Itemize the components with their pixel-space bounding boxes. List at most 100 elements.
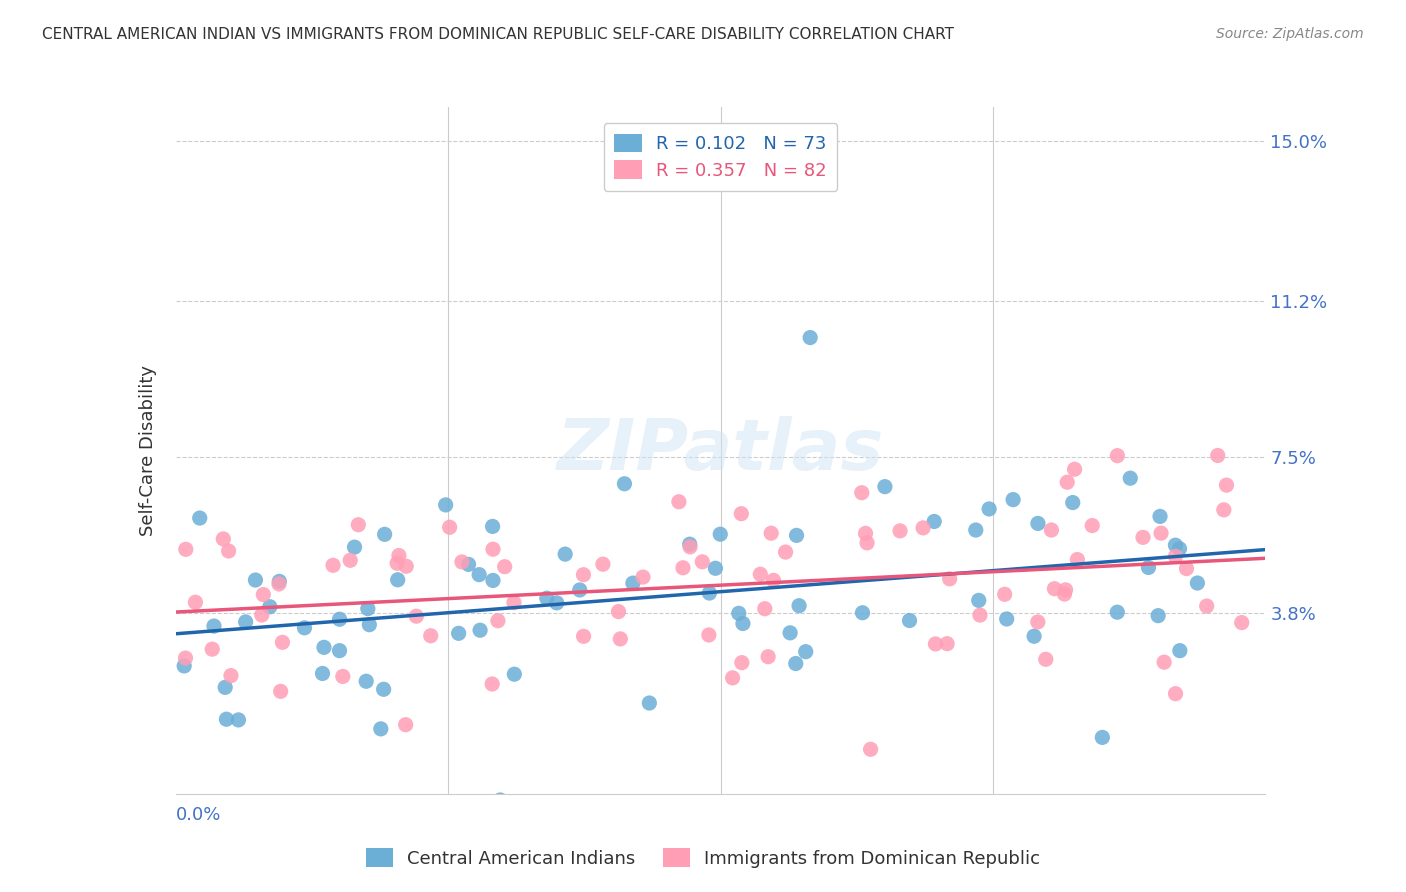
Point bbox=[994, 587, 1017, 601]
Text: ZIPatlas: ZIPatlas bbox=[557, 416, 884, 485]
Point bbox=[554, 547, 576, 561]
Point bbox=[794, 645, 817, 659]
Point bbox=[1187, 576, 1209, 591]
Point bbox=[756, 649, 779, 664]
Point bbox=[482, 574, 505, 588]
Point bbox=[311, 666, 333, 681]
Point bbox=[328, 643, 350, 657]
Point bbox=[1026, 615, 1049, 629]
Point bbox=[799, 330, 821, 344]
Point bbox=[759, 526, 782, 541]
Point bbox=[486, 614, 509, 628]
Point bbox=[727, 607, 749, 621]
Point bbox=[245, 573, 267, 587]
Point bbox=[995, 612, 1018, 626]
Point bbox=[174, 651, 197, 665]
Point bbox=[749, 567, 772, 582]
Point bbox=[218, 544, 240, 558]
Point bbox=[212, 532, 235, 546]
Point bbox=[889, 524, 911, 538]
Point bbox=[173, 659, 195, 673]
Point bbox=[188, 511, 211, 525]
Point bbox=[762, 574, 785, 588]
Point bbox=[898, 614, 921, 628]
Point bbox=[387, 573, 409, 587]
Point bbox=[969, 608, 991, 623]
Point bbox=[184, 595, 207, 609]
Point bbox=[967, 593, 990, 607]
Point bbox=[859, 742, 882, 756]
Point bbox=[699, 586, 721, 600]
Point bbox=[395, 559, 418, 574]
Point bbox=[359, 617, 381, 632]
Text: 0.0%: 0.0% bbox=[176, 806, 221, 824]
Point bbox=[357, 601, 380, 615]
Point bbox=[174, 542, 197, 557]
Point bbox=[405, 609, 427, 624]
Point bbox=[1206, 449, 1229, 463]
Point bbox=[1053, 587, 1076, 601]
Point bbox=[451, 555, 474, 569]
Point bbox=[731, 616, 754, 631]
Point bbox=[754, 601, 776, 615]
Point bbox=[1175, 561, 1198, 575]
Point bbox=[668, 495, 690, 509]
Point bbox=[1215, 478, 1237, 492]
Point bbox=[215, 712, 238, 726]
Point bbox=[1230, 615, 1253, 630]
Point bbox=[922, 515, 945, 529]
Point bbox=[373, 682, 395, 697]
Point bbox=[1164, 687, 1187, 701]
Point bbox=[924, 637, 946, 651]
Text: CENTRAL AMERICAN INDIAN VS IMMIGRANTS FROM DOMINICAN REPUBLIC SELF-CARE DISABILI: CENTRAL AMERICAN INDIAN VS IMMIGRANTS FR… bbox=[42, 27, 955, 42]
Point bbox=[936, 637, 959, 651]
Point bbox=[855, 526, 877, 541]
Point bbox=[873, 480, 896, 494]
Point bbox=[214, 681, 236, 695]
Point bbox=[354, 674, 377, 689]
Point bbox=[692, 555, 714, 569]
Point bbox=[631, 570, 654, 584]
Point bbox=[965, 523, 987, 537]
Point bbox=[672, 561, 695, 575]
Point bbox=[1062, 495, 1084, 509]
Point bbox=[851, 485, 873, 500]
Point bbox=[1153, 655, 1175, 669]
Point bbox=[374, 527, 396, 541]
Point bbox=[332, 669, 354, 683]
Point bbox=[503, 596, 526, 610]
Point bbox=[704, 561, 727, 575]
Point bbox=[322, 558, 344, 573]
Point bbox=[1168, 541, 1191, 556]
Point bbox=[1119, 471, 1142, 485]
Point bbox=[1022, 629, 1045, 643]
Point bbox=[979, 502, 1001, 516]
Point bbox=[370, 722, 392, 736]
Point bbox=[572, 629, 595, 643]
Legend: Central American Indians, Immigrants from Dominican Republic: Central American Indians, Immigrants fro… bbox=[354, 838, 1052, 879]
Point bbox=[1147, 608, 1170, 623]
Point bbox=[388, 549, 411, 563]
Point bbox=[468, 624, 491, 638]
Point bbox=[613, 476, 636, 491]
Point bbox=[786, 528, 808, 542]
Point bbox=[609, 632, 631, 646]
Point bbox=[259, 599, 281, 614]
Point bbox=[851, 606, 873, 620]
Point bbox=[219, 668, 242, 682]
Point bbox=[679, 540, 702, 554]
Legend: R = 0.102   N = 73, R = 0.357   N = 82: R = 0.102 N = 73, R = 0.357 N = 82 bbox=[603, 123, 838, 191]
Point bbox=[568, 582, 591, 597]
Point bbox=[385, 556, 408, 570]
Point bbox=[434, 498, 457, 512]
Point bbox=[1081, 518, 1104, 533]
Point bbox=[679, 537, 702, 551]
Point bbox=[250, 607, 273, 622]
Point bbox=[503, 667, 526, 681]
Point bbox=[787, 599, 810, 613]
Point bbox=[202, 619, 225, 633]
Point bbox=[607, 605, 630, 619]
Point bbox=[592, 557, 614, 571]
Point bbox=[201, 642, 224, 657]
Point bbox=[489, 793, 512, 807]
